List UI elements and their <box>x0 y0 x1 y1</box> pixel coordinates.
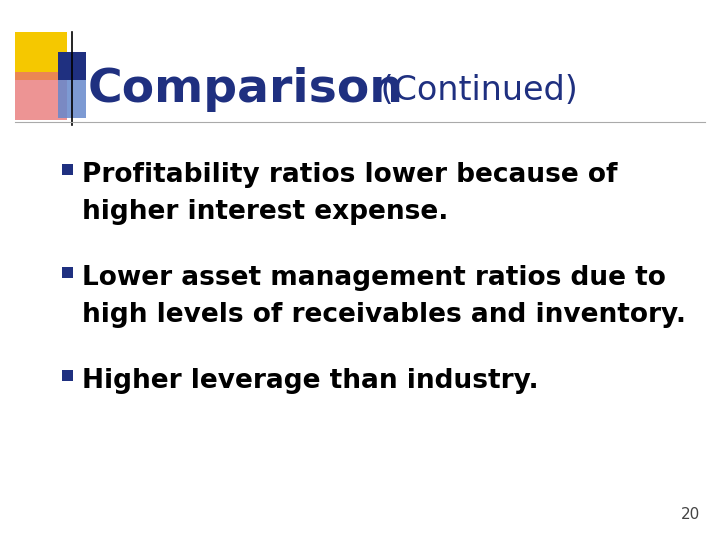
Bar <box>62 370 73 381</box>
Bar <box>62 164 73 175</box>
Text: Comparison: Comparison <box>88 68 404 112</box>
Bar <box>15 32 67 80</box>
Text: Profitability ratios lower because of
higher interest expense.: Profitability ratios lower because of hi… <box>82 162 618 225</box>
Bar <box>58 52 86 80</box>
Text: Higher leverage than industry.: Higher leverage than industry. <box>82 368 539 394</box>
Bar <box>58 80 86 118</box>
Text: (Continued): (Continued) <box>370 73 577 106</box>
Bar <box>62 267 73 278</box>
Text: 20: 20 <box>680 507 700 522</box>
Text: Lower asset management ratios due to
high levels of receivables and inventory.: Lower asset management ratios due to hig… <box>82 265 686 328</box>
Bar <box>15 72 67 120</box>
